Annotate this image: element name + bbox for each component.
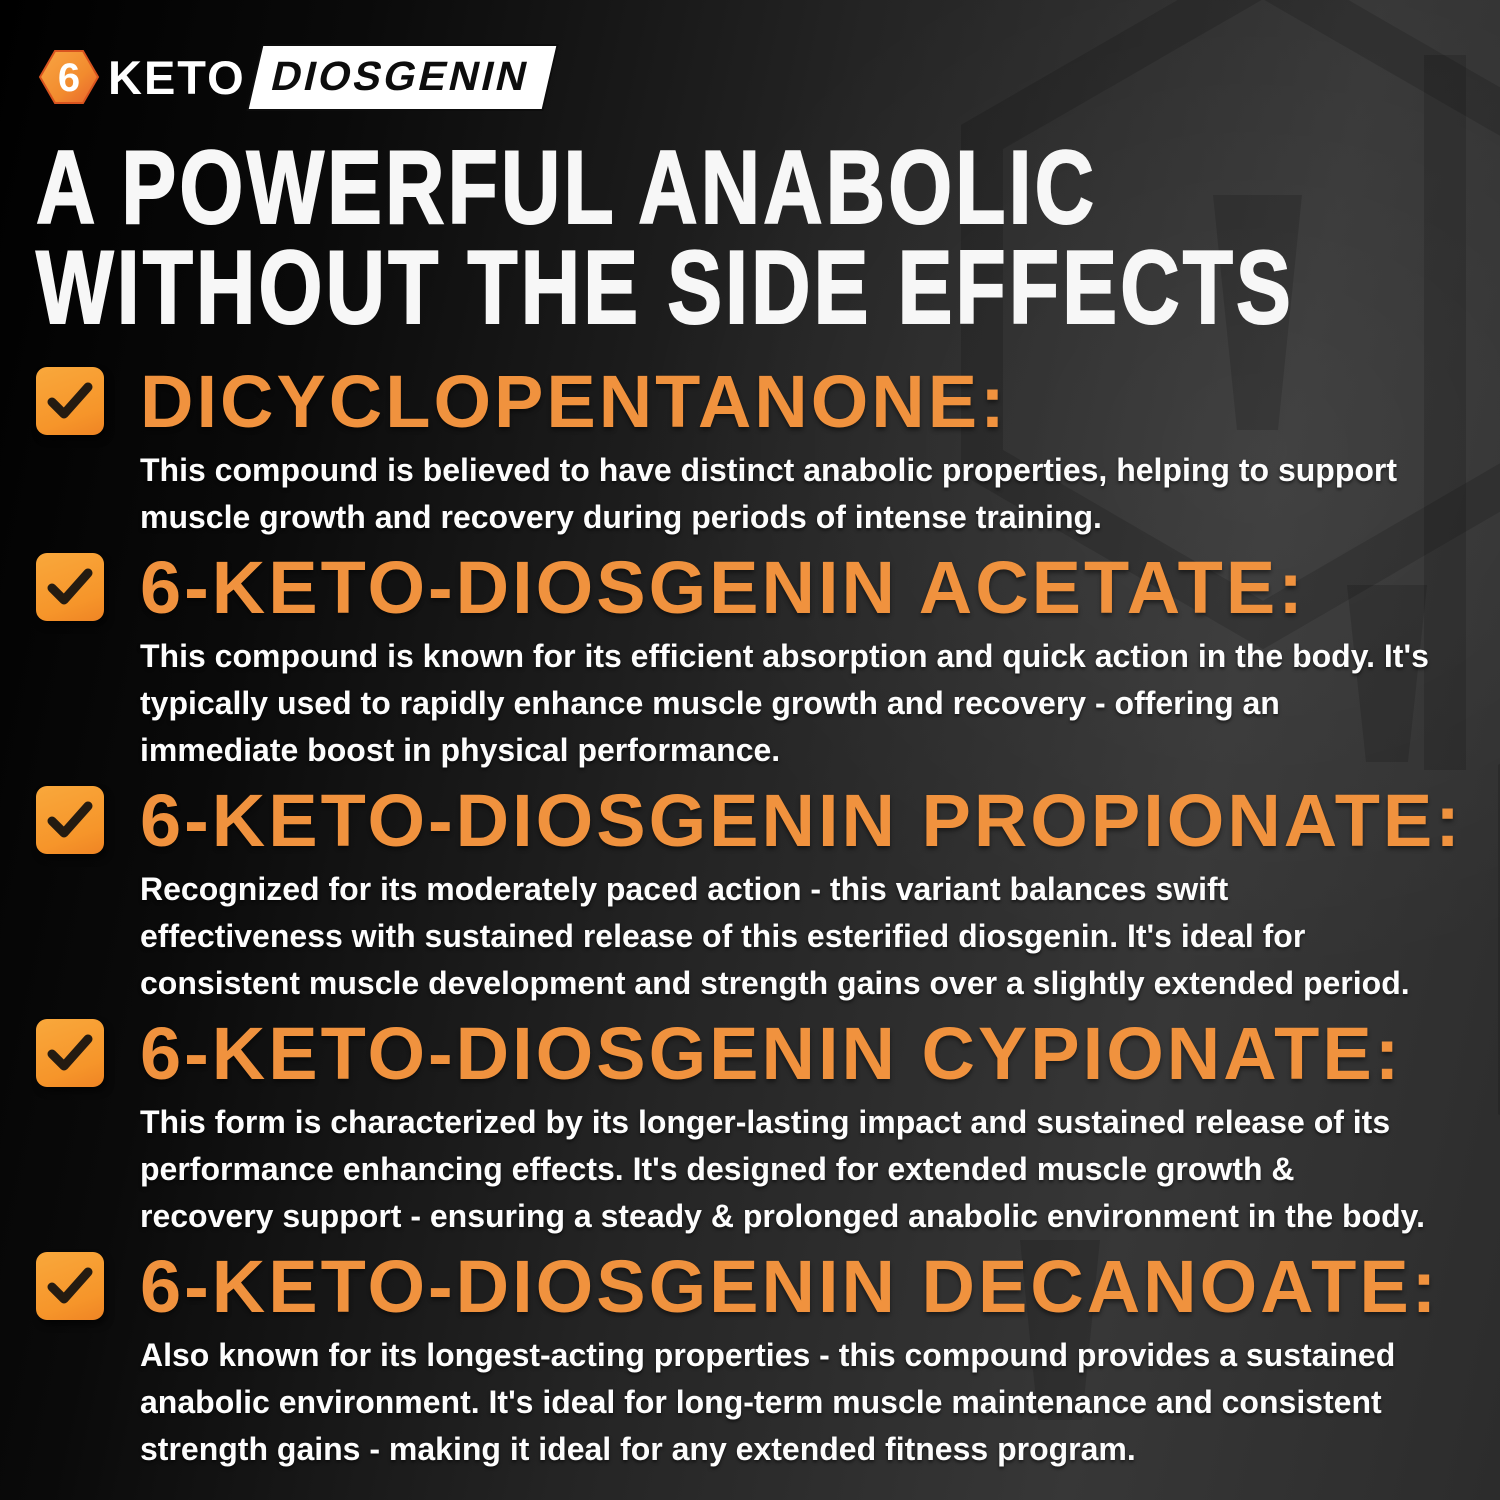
checkbox-icon [36, 552, 104, 621]
logo-diosgenin-text: DIOSGENIN [266, 52, 535, 99]
logo-diosgenin-box: DIOSGENIN [248, 45, 557, 109]
ingredient-section-dicyclopentanone: DICYCLOPENTANONE: This compound is belie… [36, 359, 1470, 541]
check-icon [47, 1267, 93, 1304]
page-title-line-1: A POWERFUL ANABOLIC [35, 130, 1098, 246]
ingredient-description: This compound is known for its efficient… [140, 637, 1429, 768]
ingredient-title: DICYCLOPENTANONE: [140, 359, 1008, 443]
checkbox-icon [36, 366, 104, 435]
brand-logo: 6 KETO DIOSGENIN [36, 45, 1470, 109]
ingredient-title: 6-KETO-DIOSGENIN PROPIONATE: [140, 778, 1463, 862]
check-icon [47, 801, 93, 838]
ingredient-description: This compound is believed to have distin… [140, 451, 1398, 535]
ingredient-section-cypionate: 6-KETO-DIOSGENIN CYPIONATE: This form is… [36, 1011, 1470, 1240]
ingredient-section-decanoate: 6-KETO-DIOSGENIN DECANOATE: Also known f… [36, 1244, 1470, 1473]
ingredient-description: This form is characterized by its longer… [140, 1103, 1425, 1234]
checkbox-icon [36, 1251, 104, 1320]
check-icon [47, 568, 93, 605]
checkbox-icon [36, 785, 104, 854]
page-title-line-2: WITHOUT THE SIDE EFFECTS [35, 229, 1295, 346]
ingredient-description: Recognized for its moderately paced acti… [140, 870, 1410, 1001]
ingredient-section-propionate: 6-KETO-DIOSGENIN PROPIONATE: Recognized … [36, 778, 1470, 1007]
ingredient-title: 6-KETO-DIOSGENIN DECANOATE: [140, 1244, 1440, 1328]
check-icon [47, 382, 93, 419]
ingredient-title: 6-KETO-DIOSGENIN ACETATE: [140, 545, 1306, 629]
badge-number: 6 [58, 56, 80, 100]
ingredient-title: 6-KETO-DIOSGENIN CYPIONATE: [140, 1011, 1403, 1095]
page-title: A POWERFUL ANABOLIC WITHOUT THE SIDE EFF… [35, 130, 1295, 346]
check-icon [47, 1034, 93, 1071]
ingredient-description: Also known for its longest-acting proper… [140, 1336, 1396, 1467]
ingredient-section-acetate: 6-KETO-DIOSGENIN ACETATE: This compound … [36, 545, 1470, 774]
hexagon-6-badge-icon: 6 [38, 50, 100, 104]
checkbox-icon [36, 1018, 104, 1087]
logo-keto-text: KETO [108, 50, 246, 104]
